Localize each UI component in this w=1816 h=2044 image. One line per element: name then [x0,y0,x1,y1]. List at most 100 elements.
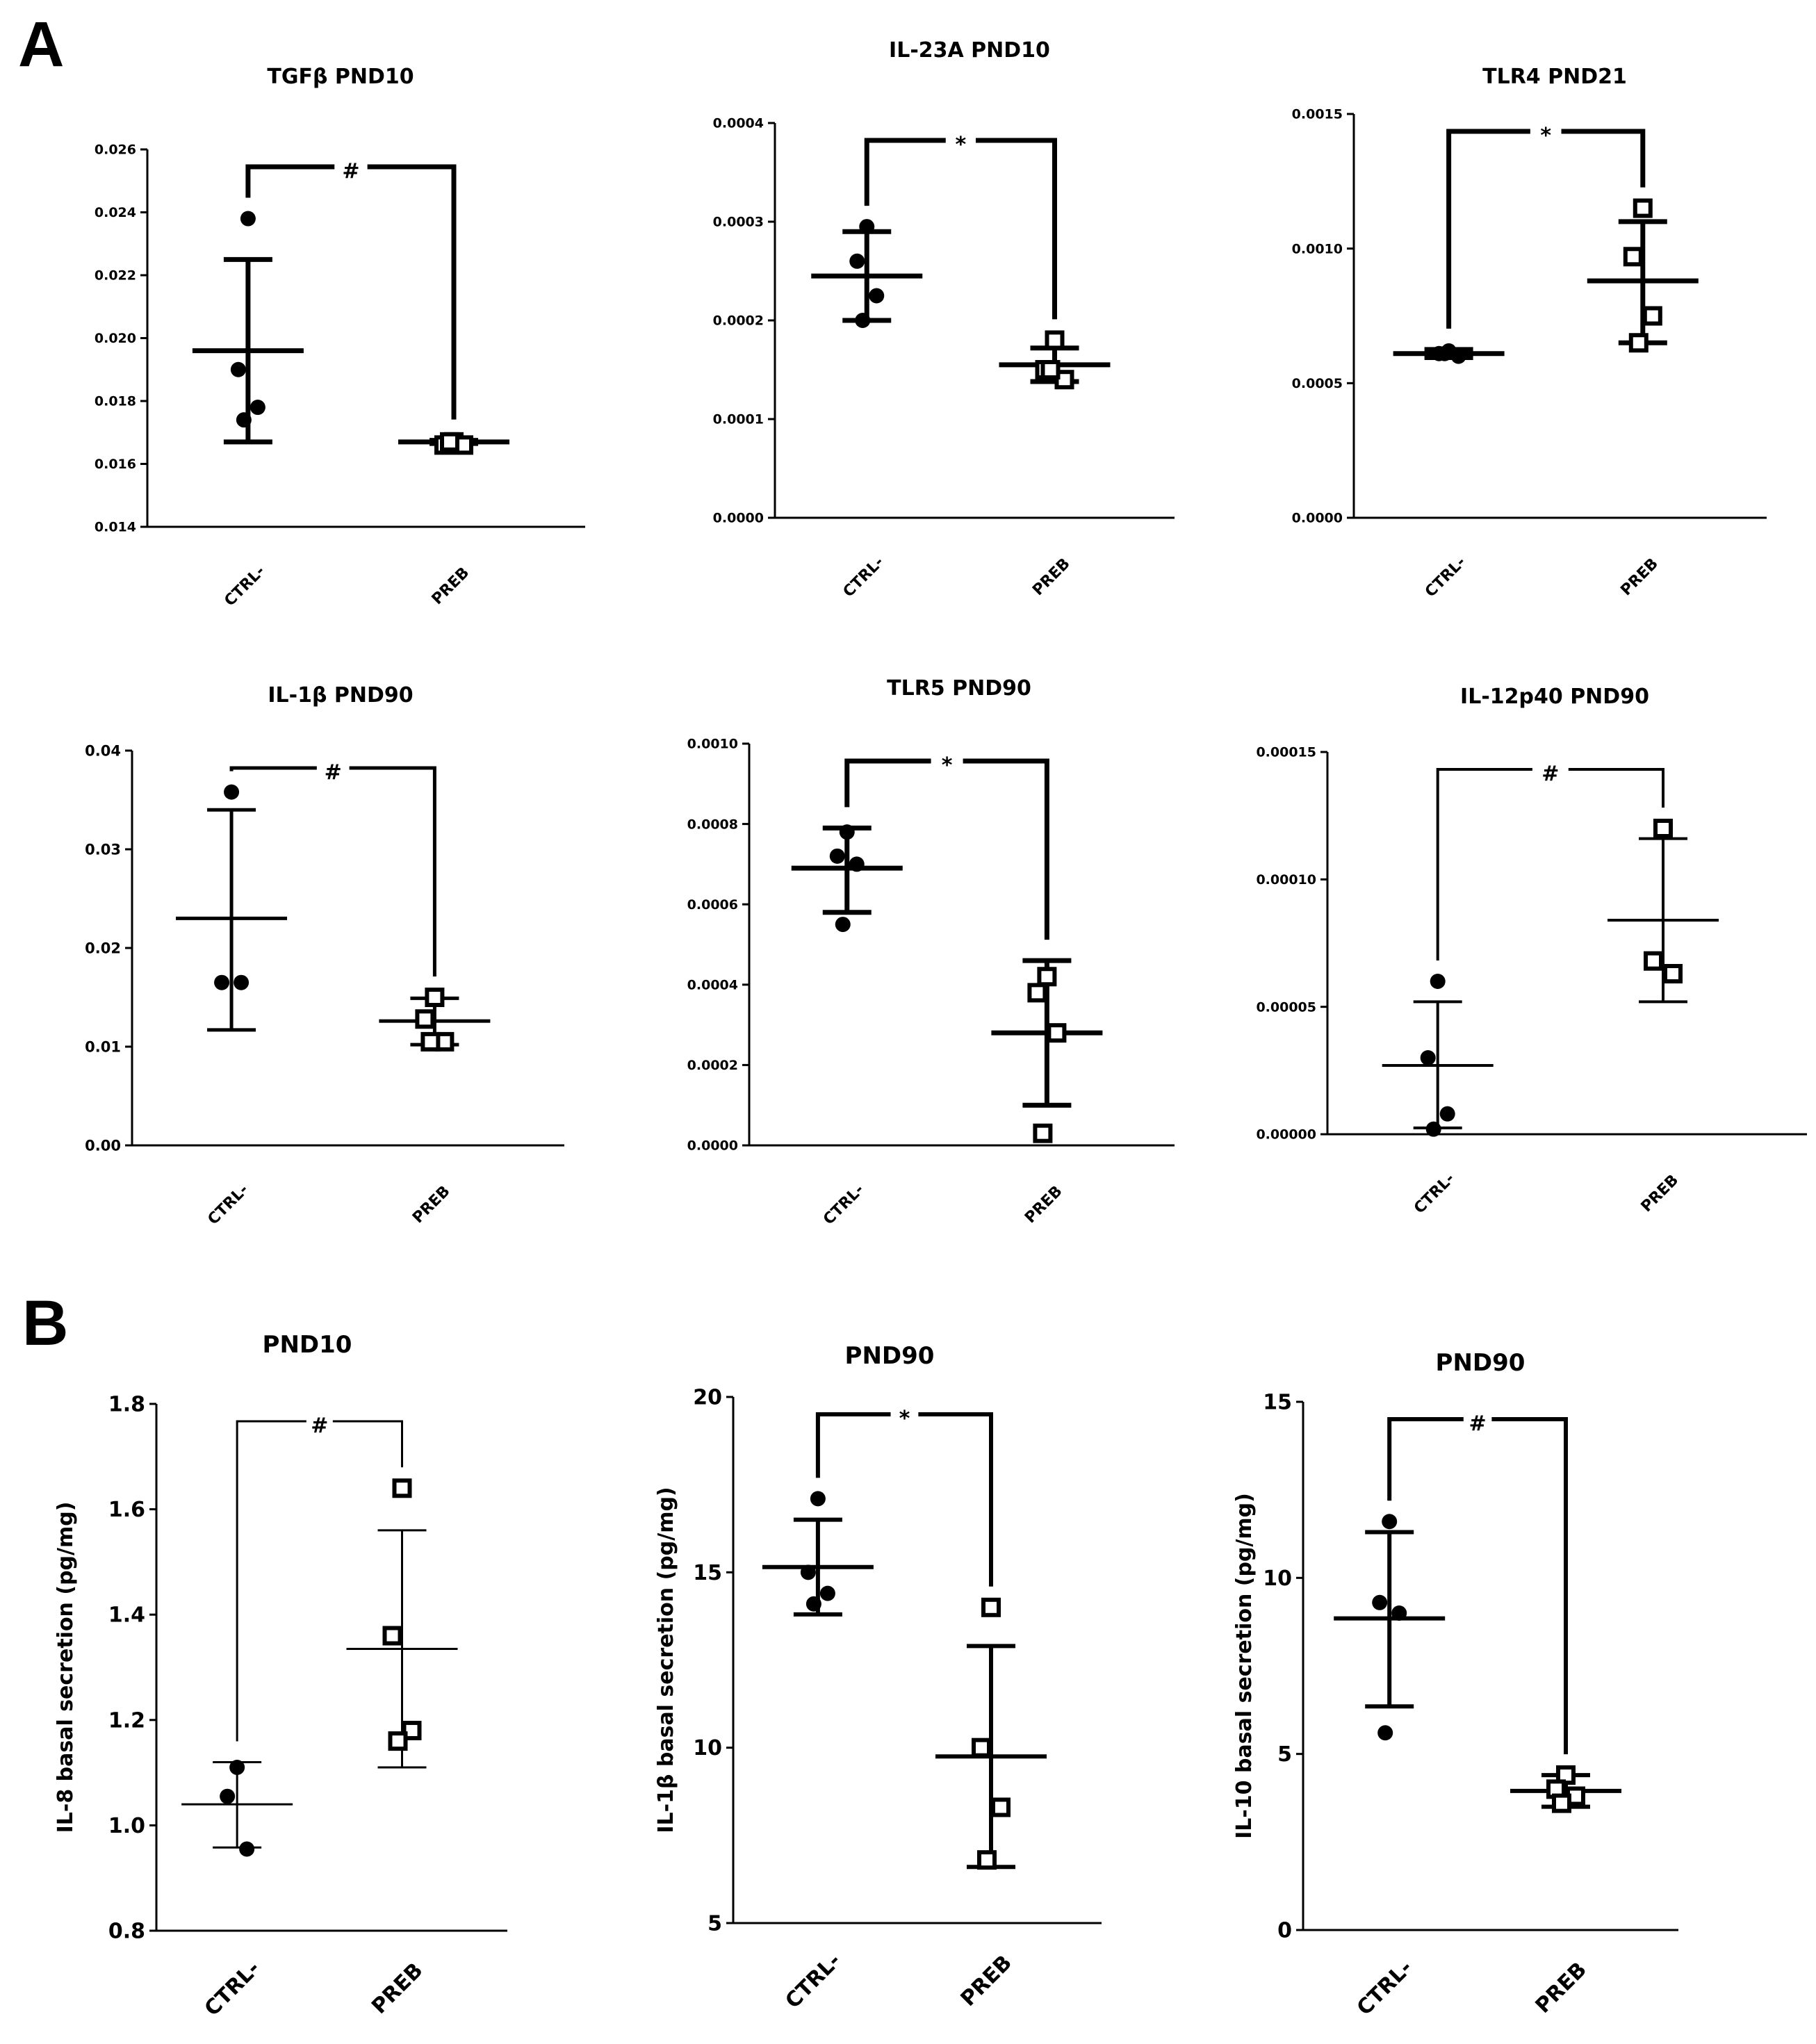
data-point-preb [977,1850,997,1870]
data-point-ctrl [829,848,845,864]
data-point-preb [1633,198,1653,218]
y-tick-label: 20 [693,1386,722,1410]
chart-title: PND10 [263,1331,352,1359]
data-point-ctrl [1391,1605,1407,1621]
data-point-ctrl [236,412,252,428]
data-point-ctrl [1439,1106,1455,1122]
significance-bracket-right [367,164,457,420]
chart-title: PND90 [1436,1349,1525,1377]
significance-bracket-left [844,758,931,808]
chart-3-group: IL-1β PND90 0.00 0.01 0.02 0.03 0.04 CTRL- PREB… [85,683,564,1228]
chart-8-group: PND90 0 5 10 15 IL-10 basal secretion (pg/mg)… [1232,1349,1678,2020]
chart-7-group: PND90 5 10 15 20 IL-1β basal secretion (pg/mg… [654,1342,1102,2013]
panel-label-b: B [22,1288,69,1359]
significance-bracket-left [236,1420,306,1742]
significance-bracket-left [229,766,317,771]
y-tick-label: 0.014 [95,520,136,535]
chart-title: IL-1β PND90 [268,683,413,708]
y-tick-label: 0.0010 [1292,241,1343,256]
data-point-ctrl [1377,1725,1393,1741]
y-tick-label: 0.0003 [713,215,764,230]
significance-bracket-right [1568,768,1664,808]
data-point-ctrl [849,253,865,269]
data-point-preb [1045,330,1065,350]
data-point-ctrl [1372,1594,1388,1610]
chart-title: TLR4 PND21 [1482,65,1627,89]
data-point-preb [415,1009,435,1029]
chart-6-group: PND10 0.8 1.0 1.2 1.4 1.6 1.8 IL-8 basal secret… [54,1331,507,2021]
data-point-preb [1054,370,1074,390]
y-tick-label: 15 [693,1561,722,1585]
chart-title: IL-12p40 PND90 [1460,685,1649,709]
data-point-ctrl [230,361,246,377]
data-point-preb [388,1731,408,1751]
significance-bracket-left [815,1412,891,1478]
chart-title: PND90 [845,1342,935,1370]
data-point-ctrl [819,1585,835,1601]
data-point-ctrl [855,313,871,328]
y-tick-label: 0.020 [95,331,136,346]
chart-title: TGFβ PND10 [267,65,414,89]
data-point-preb [402,1720,422,1740]
data-point-ctrl [1420,1050,1436,1065]
data-point-preb [425,988,445,1007]
data-point-preb [382,1626,402,1646]
y-axis-label: IL-1β basal secretion (pg/mg) [654,1487,678,1833]
significance-marker: * [942,753,953,778]
y-tick-label: 0.0002 [687,1058,738,1073]
data-point-preb [420,1031,441,1052]
data-point-ctrl [1437,345,1453,361]
y-tick-label: 0.0002 [713,313,764,329]
significance-bracket-right [332,1420,403,1468]
y-tick-label: 0.03 [85,841,121,858]
chart-5-group: IL-12p40 PND90 0.00000 0.00005 0.00010 0.000… [1256,685,1807,1217]
y-axis-label: IL-8 basal secretion (pg/mg) [54,1502,78,1833]
x-category-label: CTRL- [1352,1956,1417,2020]
y-tick-label: 0.02 [85,940,121,956]
data-point-preb [1033,1123,1053,1143]
data-point-ctrl [1382,1514,1398,1530]
y-tick-label: 0 [1277,1919,1292,1943]
significance-bracket-right [349,766,436,976]
data-point-preb [1642,306,1662,326]
data-point-ctrl [240,211,256,227]
chart-2-group: TLR4 PND21 0.0000 0.0005 0.0010 0.0015 CTRL- P… [1292,65,1767,600]
data-point-preb [1047,1023,1067,1043]
x-category-label: PREB [1617,555,1662,600]
data-point-preb [1552,1793,1571,1813]
y-tick-label: 0.0000 [687,1138,738,1154]
y-tick-label: 0.024 [95,205,136,220]
x-category-label: CTRL- [204,1181,252,1228]
y-tick-label: 10 [693,1736,722,1760]
significance-bracket-right [963,758,1049,940]
chart-1-group: IL-23A PND10 0.0000 0.0001 0.0002 0.0003 0.00… [713,38,1175,600]
data-point-ctrl [224,784,240,800]
y-tick-label: 0.0000 [1292,511,1343,526]
y-tick-label: 0.00 [85,1137,121,1154]
panel-label-a: A [18,9,65,80]
data-point-preb [1653,819,1673,838]
data-point-ctrl [1430,974,1446,989]
chart-title: IL-23A PND10 [889,38,1050,63]
data-point-ctrl [239,1841,255,1857]
x-category-label: CTRL- [1422,553,1469,600]
significance-bracket-left [1387,1417,1464,1501]
y-tick-label: 1.4 [108,1603,145,1628]
y-tick-label: 0.00015 [1256,745,1316,760]
data-point-ctrl [234,974,250,990]
data-point-preb [1623,247,1643,267]
data-point-preb [972,1738,991,1758]
y-tick-label: 0.0004 [713,116,764,131]
y-tick-label: 0.0004 [687,977,738,992]
y-tick-label: 0.0015 [1292,107,1343,122]
significance-marker: * [956,133,967,157]
x-category-label: CTRL- [200,1956,265,2021]
significance-marker: # [342,159,359,183]
data-point-ctrl [1450,348,1466,364]
data-point-ctrl [220,1788,236,1804]
significance-marker: # [311,1414,328,1438]
significance-marker: # [1541,762,1559,786]
significance-marker: * [1540,124,1551,148]
x-category-label: PREB [429,564,473,609]
